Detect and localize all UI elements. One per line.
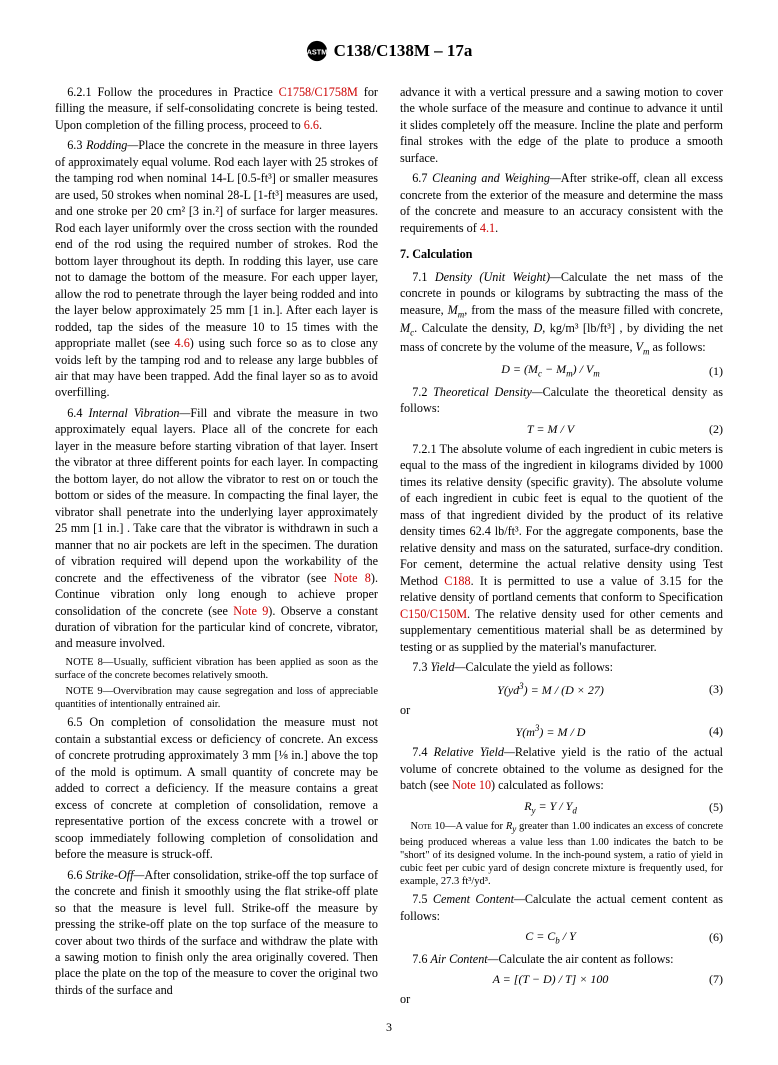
para-6-6: 6.6 Strike-Off—After consolidation, stri… (55, 867, 378, 999)
link-4-6[interactable]: 4.6 (175, 336, 190, 350)
note-9: NOTE 9—Overvibration may cause segregati… (55, 685, 378, 711)
equation-2: T = M / V (2) (400, 421, 723, 437)
or-1: or (400, 702, 723, 718)
page-number: 3 (55, 1020, 723, 1035)
para-6-3: 6.3 Rodding—Place the concrete in the me… (55, 137, 378, 401)
para-6-6-cont: advance it with a vertical pressure and … (400, 84, 723, 166)
para-7-6: 7.6 Air Content—Calculate the air conten… (400, 951, 723, 967)
para-6-4: 6.4 Internal Vibration—Fill and vibrate … (55, 405, 378, 652)
para-7-5: 7.5 Cement Content—Calculate the actual … (400, 891, 723, 924)
equation-7: A = [(T − D) / T] × 100 (7) (400, 971, 723, 987)
link-c150[interactable]: C150/C150M (400, 607, 467, 621)
astm-logo-icon: ASTM (306, 40, 328, 62)
para-7-4: 7.4 Relative Yield—Relative yield is the… (400, 744, 723, 793)
para-7-2-1: 7.2.1 The absolute volume of each ingred… (400, 441, 723, 655)
body-columns: 6.2.1 Follow the procedures in Practice … (55, 84, 723, 1008)
link-note-10[interactable]: Note 10 (452, 778, 491, 792)
link-note-9[interactable]: Note 9 (233, 604, 268, 618)
note-10: Note 10—A value for Ry greater than 1.00… (400, 820, 723, 888)
link-note-8[interactable]: Note 8 (334, 571, 371, 585)
para-6-5: 6.5 On completion of consolidation the m… (55, 714, 378, 862)
equation-4: Y(m3) = M / D (4) (400, 722, 723, 740)
svg-text:ASTM: ASTM (306, 48, 327, 57)
equation-5: Ry = Y / Yd (5) (400, 798, 723, 817)
page-header: ASTM C138/C138M – 17a (55, 40, 723, 62)
link-c1758[interactable]: C1758/C1758M (279, 85, 358, 99)
equation-1: D = (Mc − Mm) / Vm (1) (400, 361, 723, 380)
para-7-3: 7.3 Yield—Calculate the yield as follows… (400, 659, 723, 675)
link-4-1[interactable]: 4.1 (480, 221, 495, 235)
para-7-1: 7.1 Density (Unit Weight)—Calculate the … (400, 269, 723, 358)
note-8: NOTE 8—Usually, sufficient vibration has… (55, 656, 378, 682)
page: ASTM C138/C138M – 17a 6.2.1 Follow the p… (0, 0, 778, 1065)
section-7-heading: 7. Calculation (400, 246, 723, 262)
link-c188[interactable]: C188 (444, 574, 470, 588)
para-6-7: 6.7 Cleaning and Weighing—After strike-o… (400, 170, 723, 236)
or-2: or (400, 991, 723, 1007)
para-7-2: 7.2 Theoretical Density—Calculate the th… (400, 384, 723, 417)
link-6-6[interactable]: 6.6 (304, 118, 319, 132)
para-6-2-1: 6.2.1 Follow the procedures in Practice … (55, 84, 378, 133)
equation-3: Y(yd3) = M / (D × 27) (3) (400, 680, 723, 698)
equation-6: C = Cb / Y (6) (400, 928, 723, 947)
designation: C138/C138M – 17a (334, 41, 473, 61)
